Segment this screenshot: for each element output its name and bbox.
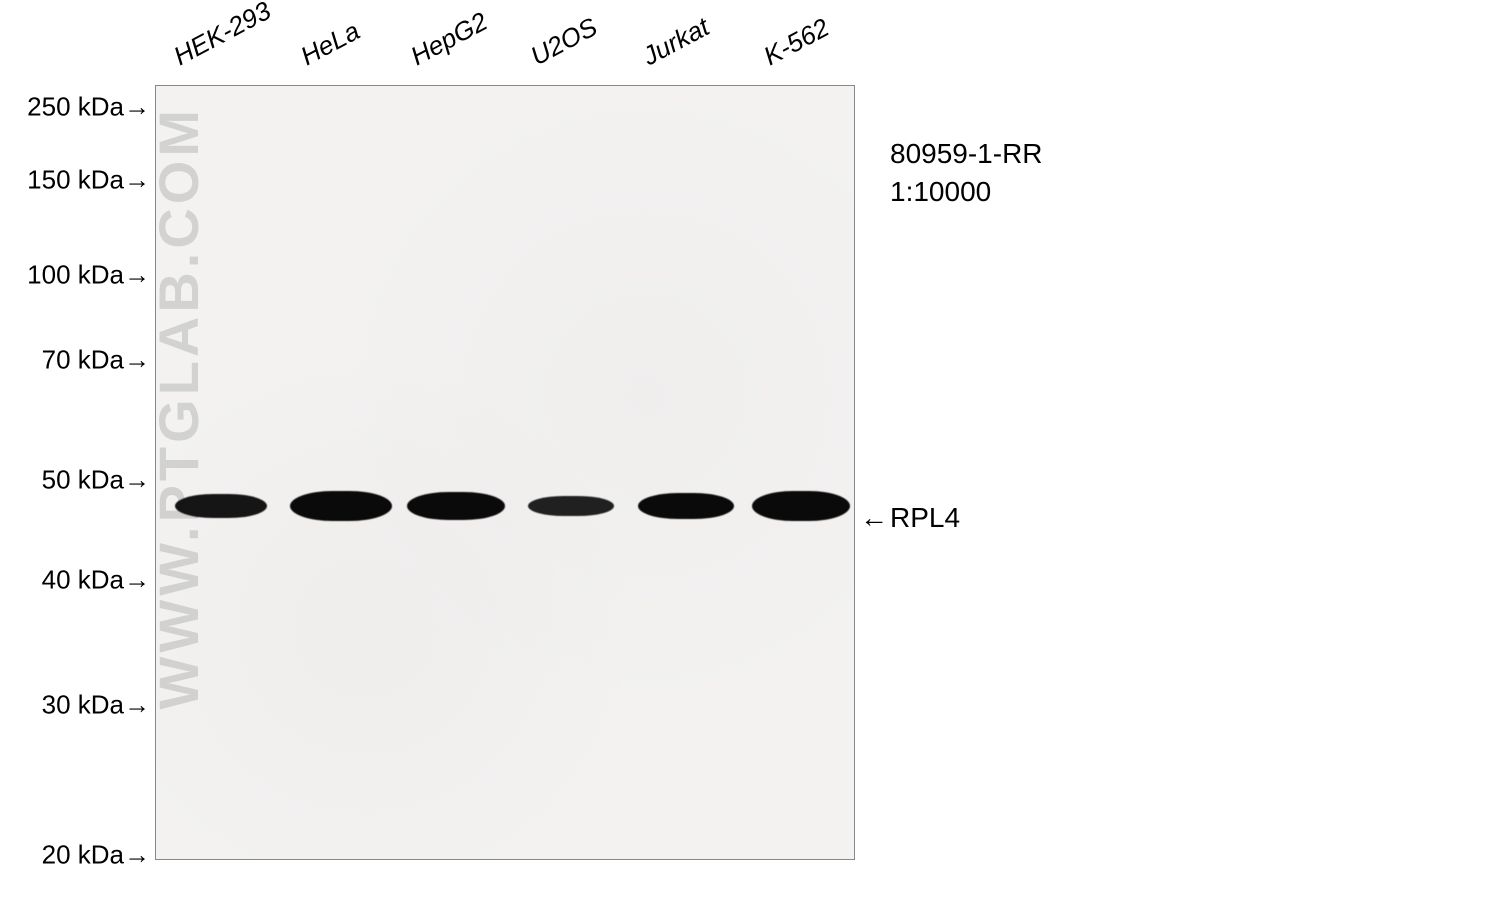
marker-text: 20 kDa xyxy=(42,840,124,870)
marker-text: 100 kDa xyxy=(27,260,124,290)
marker-text: 150 kDa xyxy=(27,165,124,195)
lane-label-4: Jurkat xyxy=(637,11,714,72)
arrow-right-icon: → xyxy=(124,565,150,595)
marker-3: 70 kDa→ xyxy=(42,345,150,376)
marker-0: 250 kDa→ xyxy=(27,92,150,123)
lane-label-0: HEK-293 xyxy=(168,0,276,72)
blot-membrane: WWW.PTGLAB.COM xyxy=(155,85,855,860)
marker-text: 50 kDa xyxy=(42,465,124,495)
lane-label-3: U2OS xyxy=(525,11,602,72)
lane-label-5: K-562 xyxy=(758,12,834,72)
marker-text: 250 kDa xyxy=(27,92,124,122)
membrane-texture xyxy=(156,86,854,859)
marker-labels-column: 250 kDa→ 150 kDa→ 100 kDa→ 70 kDa→ 50 kD… xyxy=(0,85,155,860)
watermark-text: WWW.PTGLAB.COM xyxy=(155,106,211,709)
arrow-right-icon: → xyxy=(124,690,150,720)
marker-text: 30 kDa xyxy=(42,690,124,720)
lane-labels-row: HEK-293 HeLa HepG2 U2OS Jurkat K-562 xyxy=(155,0,855,85)
marker-6: 30 kDa→ xyxy=(42,690,150,721)
band-lane-2 xyxy=(407,492,505,520)
lane-label-2: HepG2 xyxy=(405,6,492,72)
antibody-catalog: 80959-1-RR xyxy=(890,135,1043,173)
antibody-dilution: 1:10000 xyxy=(890,173,1043,211)
marker-7: 20 kDa→ xyxy=(42,840,150,871)
band-lane-1 xyxy=(290,491,392,521)
target-protein-label: ←RPL4 xyxy=(860,502,960,534)
marker-4: 50 kDa→ xyxy=(42,465,150,496)
marker-1: 150 kDa→ xyxy=(27,165,150,196)
arrow-right-icon: → xyxy=(124,840,150,870)
arrow-left-icon: ← xyxy=(860,502,888,533)
target-name: RPL4 xyxy=(890,502,960,533)
marker-2: 100 kDa→ xyxy=(27,260,150,291)
band-lane-3 xyxy=(528,496,614,516)
band-lane-0 xyxy=(175,494,267,518)
band-lane-4 xyxy=(638,493,734,519)
arrow-right-icon: → xyxy=(124,465,150,495)
arrow-right-icon: → xyxy=(124,260,150,290)
marker-text: 40 kDa xyxy=(42,565,124,595)
antibody-info: 80959-1-RR 1:10000 xyxy=(890,135,1043,211)
arrow-right-icon: → xyxy=(124,92,150,122)
lane-label-1: HeLa xyxy=(295,15,364,72)
arrow-right-icon: → xyxy=(124,345,150,375)
band-lane-5 xyxy=(752,491,850,521)
marker-5: 40 kDa→ xyxy=(42,565,150,596)
western-blot-figure: HEK-293 HeLa HepG2 U2OS Jurkat K-562 250… xyxy=(0,0,1500,903)
marker-text: 70 kDa xyxy=(42,345,124,375)
arrow-right-icon: → xyxy=(124,165,150,195)
